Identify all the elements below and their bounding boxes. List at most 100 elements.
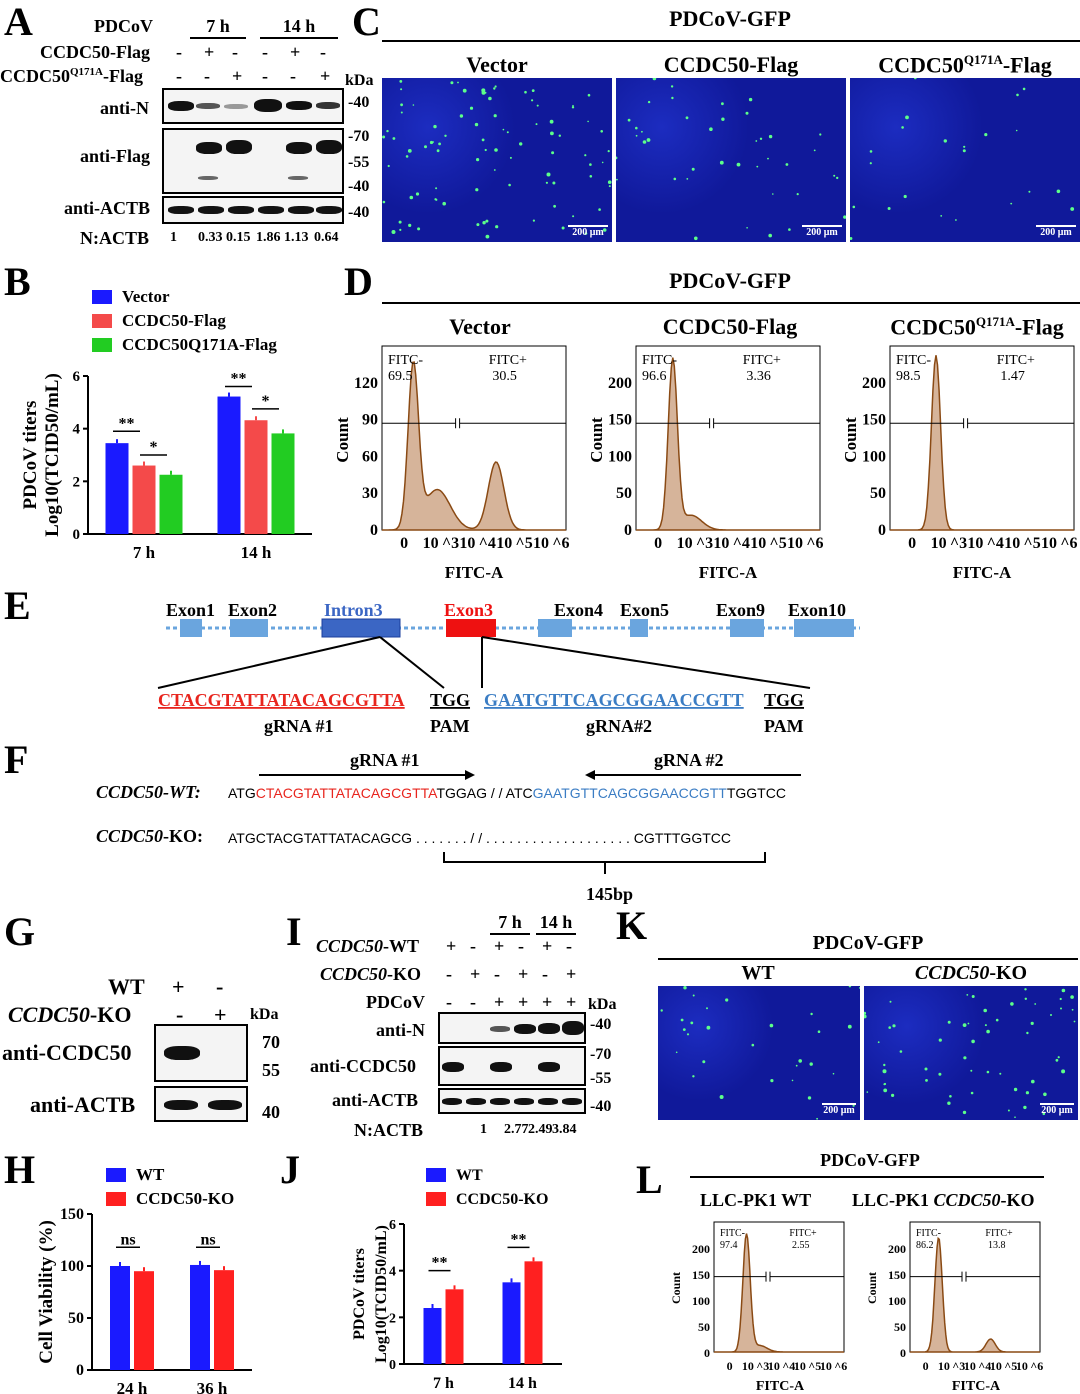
gene-block bbox=[630, 619, 648, 637]
gfp-cell bbox=[671, 96, 674, 100]
panel-label-h: H bbox=[4, 1147, 36, 1192]
gfp-cell bbox=[813, 149, 816, 152]
gfp-cell bbox=[852, 205, 856, 209]
gate-neg-value: 69.5 bbox=[388, 369, 413, 384]
gene-block bbox=[321, 618, 401, 638]
gfp-cell bbox=[1014, 1116, 1016, 1118]
gfp-cell bbox=[888, 1026, 891, 1029]
hist-y-label: Count bbox=[587, 417, 606, 463]
i-time-7h: 7 h bbox=[490, 912, 530, 935]
gfp-cell bbox=[995, 1018, 999, 1022]
gfp-cell bbox=[1055, 1058, 1059, 1062]
gfp-cell bbox=[502, 128, 505, 131]
ratio-value: 0.15 bbox=[226, 230, 251, 245]
gfp-cell bbox=[889, 1000, 892, 1003]
hist-y-tick: 0 bbox=[704, 1346, 710, 1360]
hist-y-tick: 0 bbox=[370, 522, 378, 539]
pam2: TGG bbox=[764, 690, 804, 710]
hist-y-tick: 150 bbox=[608, 412, 632, 429]
gfp-cell bbox=[1016, 93, 1019, 97]
treatment-mark: - bbox=[262, 42, 268, 62]
hist-x-tick: 10 ^5 bbox=[496, 535, 533, 552]
ratio-label-i: N:ACTB bbox=[354, 1120, 424, 1140]
hist-x-tick: 10 ^3 bbox=[677, 535, 714, 552]
gene-label: Exon2 bbox=[228, 600, 277, 620]
gfp-cell bbox=[493, 169, 496, 171]
gfp-cell bbox=[550, 131, 554, 136]
panel-c-title-rule bbox=[382, 40, 1080, 42]
gfp-cell bbox=[558, 134, 561, 137]
f-arrows bbox=[259, 770, 801, 780]
gfp-cell bbox=[984, 133, 988, 137]
ratio-value: 0.33 bbox=[198, 230, 223, 245]
bar bbox=[134, 1271, 154, 1370]
gfp-cell bbox=[400, 103, 403, 107]
ratio-value: 2.49 bbox=[528, 1122, 553, 1137]
y-tick-label: 4 bbox=[73, 422, 81, 438]
gate-pos-value: 13.8 bbox=[988, 1240, 1006, 1251]
treatment-mark: + bbox=[566, 964, 577, 984]
gfp-cell bbox=[1057, 1056, 1060, 1059]
gfp-cell bbox=[435, 187, 438, 190]
significance-label: ns bbox=[200, 1231, 215, 1248]
hist-x-label: FITC-A bbox=[952, 1379, 1001, 1394]
significance-label: ** bbox=[119, 415, 135, 432]
hist-y-tick: 150 bbox=[862, 412, 886, 429]
gene-label: Intron3 bbox=[324, 600, 383, 620]
gfp-cell bbox=[399, 228, 402, 231]
gfp-cell bbox=[999, 1072, 1002, 1075]
g-blot-label-actb: anti-ACTB bbox=[30, 1092, 136, 1117]
g-wt-mark-1: + bbox=[172, 974, 185, 999]
significance-label: * bbox=[150, 439, 158, 456]
gfp-cell bbox=[587, 120, 589, 123]
panel-label-l: L bbox=[636, 1157, 663, 1202]
gfp-cell bbox=[536, 104, 539, 107]
gfp-cell bbox=[924, 1067, 928, 1071]
gate-neg-label: FITC- bbox=[916, 1228, 941, 1239]
gfp-cell bbox=[584, 232, 588, 235]
gfp-cell bbox=[1073, 1020, 1076, 1023]
gfp-cell bbox=[1028, 190, 1031, 193]
micrograph-k-wt: 200 μm bbox=[658, 985, 861, 1120]
hist-x-label: FITC-A bbox=[445, 563, 504, 582]
hist-x-tick: 10 ^3 bbox=[931, 535, 968, 552]
gfp-cell bbox=[970, 1091, 974, 1095]
gfp-cell bbox=[627, 118, 631, 122]
chart-j: 0 2 4 6 7 h 14 h ** ** WT CCDC50-KO PDCoV titers Lo… bbox=[351, 1167, 562, 1392]
x-tick-label: 7 h bbox=[433, 1375, 454, 1392]
gfp-cell bbox=[400, 111, 403, 114]
gfp-cell bbox=[642, 140, 647, 144]
gfp-cell bbox=[721, 117, 725, 121]
hist-x-tick: 10 ^6 bbox=[787, 535, 824, 552]
micrograph-k-ko: 200 μm bbox=[862, 986, 1078, 1120]
gate-pos-label: FITC+ bbox=[489, 353, 527, 368]
bar bbox=[524, 1261, 543, 1364]
gfp-cell bbox=[949, 1095, 952, 1098]
legend-label: CCDC50-Flag bbox=[122, 311, 226, 330]
panel-label-g: G bbox=[4, 909, 36, 954]
hist-x-tick: 10 ^5 bbox=[750, 535, 787, 552]
gfp-cell bbox=[966, 994, 969, 996]
gfp-cell bbox=[883, 1082, 887, 1086]
gfp-cell bbox=[607, 150, 610, 153]
hist-y-tick: 50 bbox=[616, 485, 632, 502]
x-tick-label: 24 h bbox=[117, 1379, 148, 1394]
gate-neg-label: FITC- bbox=[388, 353, 423, 368]
y-tick-label: 2 bbox=[389, 1311, 396, 1326]
pdcov-row-label: PDCoV bbox=[94, 16, 153, 36]
y-tick-label: 0 bbox=[389, 1358, 396, 1373]
scale-bar: 200 μm bbox=[1036, 225, 1076, 238]
panel-l-title-rule bbox=[690, 1176, 1044, 1178]
g-marker-40: 40 bbox=[262, 1102, 280, 1122]
gfp-cell bbox=[532, 219, 535, 222]
panel-label-a: A bbox=[4, 0, 33, 44]
gfp-cell bbox=[387, 164, 390, 168]
gfp-cell bbox=[685, 116, 689, 120]
panel-k-col-ko: CCDC50-KO bbox=[914, 962, 1028, 984]
gfp-cell bbox=[407, 149, 412, 153]
gfp-cell bbox=[1025, 1091, 1029, 1095]
gfp-cell bbox=[469, 106, 474, 110]
gate-pos-label: FITC+ bbox=[997, 353, 1035, 368]
bar bbox=[423, 1308, 442, 1364]
x-tick-label: 7 h bbox=[133, 543, 156, 562]
